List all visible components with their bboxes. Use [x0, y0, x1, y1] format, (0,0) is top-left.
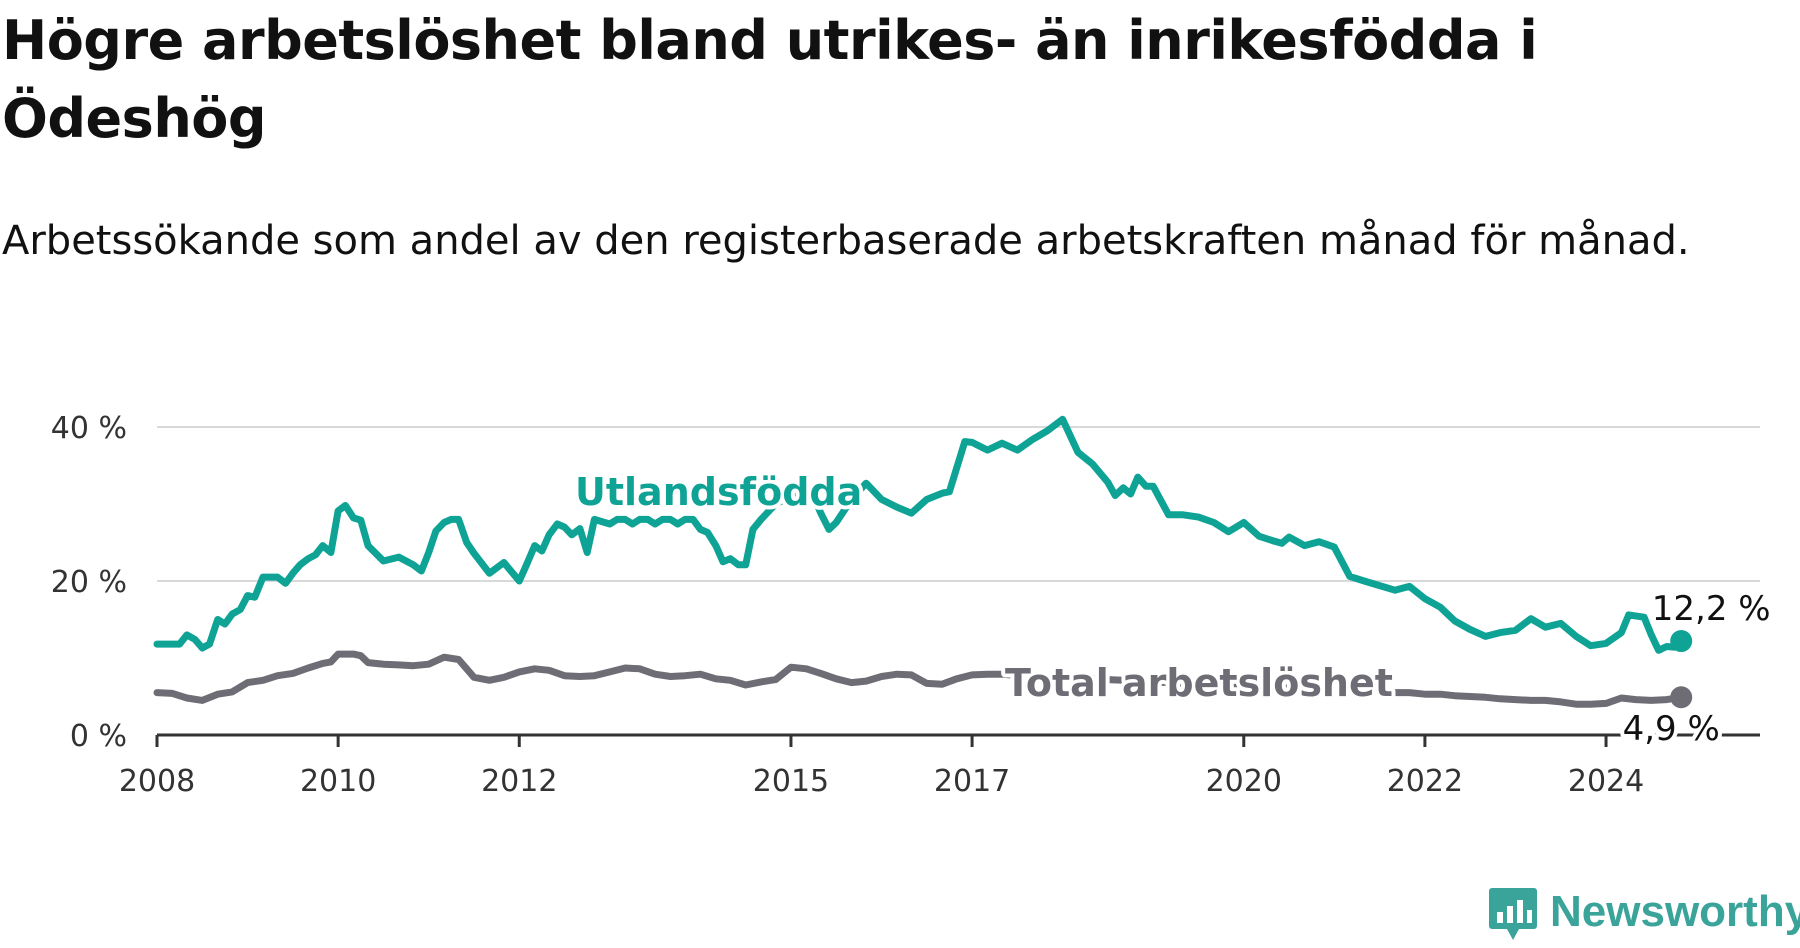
y-tick-label: 20 % — [51, 565, 127, 600]
chart-subtitle: Arbetssökande som andel av den registerb… — [2, 218, 1690, 264]
end-label-total-arbetsloshet: 4,9 % — [1623, 709, 1720, 749]
x-tick-label: 2017 — [934, 764, 1010, 799]
y-axis-ticks: 0 % 20 % 40 % — [51, 411, 127, 754]
x-tick-label: 2010 — [300, 764, 376, 799]
end-label-utlandsfodda: 12,2 % — [1652, 589, 1771, 629]
gridlines — [157, 426, 1760, 737]
series-lines — [153, 415, 1693, 709]
series-utlandsfodda-end-marker — [1670, 630, 1693, 653]
x-tick-label: 2024 — [1568, 764, 1644, 799]
chart-title: Högre arbetslöshet bland utrikes- än inr… — [2, 9, 1538, 150]
x-axis-ticks: 2008 2010 2012 2015 2017 2020 2022 2024 — [119, 735, 1644, 799]
series-total-arbetsloshet-end-marker — [1670, 686, 1693, 709]
x-tick-label: 2008 — [119, 764, 195, 799]
series-label-utlandsfodda: Utlandsfödda — [575, 470, 862, 514]
y-tick-label: 0 % — [70, 719, 127, 754]
series-utlandsfodda-line — [153, 415, 1685, 654]
series-label-total-arbetsloshet: Total arbetslöshet — [1005, 661, 1393, 705]
brand-name: Newsworthy — [1550, 887, 1800, 936]
newsworthy-bar-chart-icon — [1489, 888, 1537, 940]
x-tick-label: 2020 — [1206, 764, 1282, 799]
x-tick-label: 2012 — [481, 764, 557, 799]
x-tick-label: 2015 — [753, 764, 829, 799]
y-tick-label: 40 % — [51, 411, 127, 446]
x-tick-label: 2022 — [1387, 764, 1463, 799]
series-labels: Utlandsfödda Total arbetslöshet 12,2 % 4,9 … — [571, 466, 1775, 753]
series-total-arbetsloshet-line — [153, 650, 1685, 708]
